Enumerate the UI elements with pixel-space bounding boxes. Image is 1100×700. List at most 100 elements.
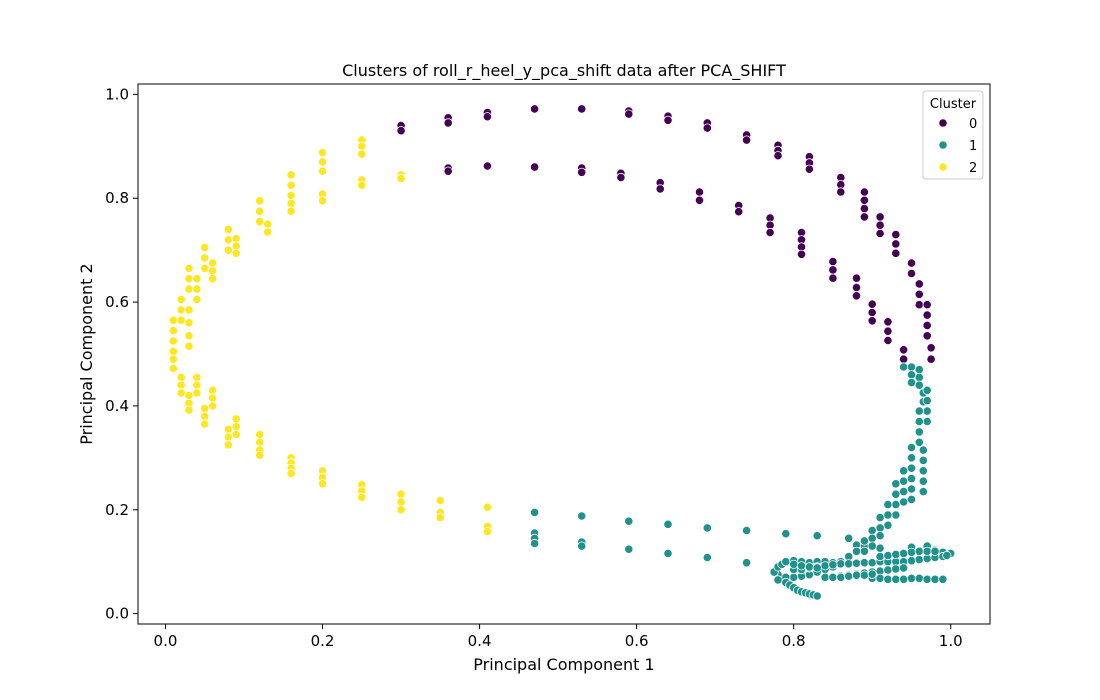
data-point-cluster-0 — [443, 118, 453, 128]
x-tick-label: 0.8 — [782, 632, 806, 650]
data-point-cluster-1 — [851, 558, 862, 568]
data-point-cluster-1 — [906, 484, 917, 494]
data-point-cluster-1 — [914, 427, 924, 437]
data-point-cluster-1 — [930, 574, 940, 584]
data-point-cluster-2 — [255, 429, 265, 440]
data-point-cluster-0 — [655, 184, 665, 194]
y-tick-label: 0.8 — [105, 189, 129, 207]
data-point-cluster-2 — [184, 405, 194, 415]
data-point-cluster-0 — [828, 273, 838, 283]
data-point-cluster-2 — [184, 331, 194, 341]
data-point-cluster-2 — [223, 440, 233, 450]
data-point-cluster-1 — [781, 529, 791, 539]
data-point-cluster-1 — [906, 494, 917, 504]
data-point-cluster-1 — [529, 538, 540, 549]
data-point-cluster-1 — [875, 551, 885, 562]
data-point-cluster-1 — [914, 437, 924, 447]
data-point-cluster-0 — [859, 195, 870, 205]
data-point-cluster-2 — [184, 263, 194, 273]
y-tick-label: 0.0 — [105, 605, 129, 623]
data-point-cluster-1 — [859, 570, 870, 580]
data-point-cluster-0 — [577, 167, 587, 177]
data-point-cluster-0 — [741, 135, 752, 145]
data-point-cluster-0 — [898, 345, 909, 355]
data-point-cluster-2 — [192, 388, 202, 398]
data-point-cluster-2 — [223, 245, 233, 255]
data-point-cluster-1 — [914, 416, 924, 427]
y-axis-label: Principal Component 2 — [77, 263, 96, 444]
data-point-cluster-1 — [914, 554, 924, 565]
data-point-cluster-1 — [859, 546, 870, 556]
data-point-cluster-1 — [891, 479, 901, 489]
data-point-cluster-1 — [867, 558, 877, 568]
data-point-cluster-1 — [918, 486, 928, 497]
data-point-cluster-1 — [859, 558, 870, 568]
data-point-cluster-2 — [200, 263, 210, 273]
data-point-cluster-1 — [942, 550, 952, 561]
data-point-cluster-2 — [255, 437, 265, 447]
data-point-cluster-1 — [577, 511, 587, 521]
data-point-cluster-2 — [255, 217, 265, 227]
data-point-cluster-2 — [192, 372, 202, 382]
data-point-cluster-1 — [914, 372, 924, 382]
y-tick-label: 0.6 — [105, 293, 129, 311]
data-point-cluster-1 — [883, 499, 893, 510]
data-point-cluster-1 — [906, 377, 917, 388]
data-point-cluster-1 — [922, 546, 932, 556]
data-point-cluster-1 — [859, 536, 870, 546]
data-point-cluster-2 — [317, 166, 328, 176]
x-tick-label: 1.0 — [939, 632, 963, 650]
data-point-cluster-1 — [875, 543, 885, 553]
data-point-cluster-2 — [357, 141, 367, 151]
data-point-cluster-0 — [804, 164, 815, 174]
data-point-cluster-2 — [176, 315, 186, 325]
data-point-cluster-2 — [286, 198, 296, 208]
data-point-cluster-2 — [200, 253, 210, 263]
data-point-cluster-2 — [482, 502, 492, 512]
x-tick-label: 0.4 — [468, 632, 492, 650]
data-point-cluster-0 — [926, 343, 936, 353]
data-point-cluster-0 — [734, 207, 744, 217]
data-point-cluster-2 — [208, 266, 218, 276]
data-point-cluster-1 — [836, 559, 846, 569]
data-point-cluster-1 — [891, 564, 901, 574]
legend-label-1: 1 — [969, 139, 977, 154]
data-point-cluster-0 — [694, 187, 705, 197]
data-point-cluster-1 — [883, 574, 893, 584]
data-point-cluster-1 — [891, 510, 901, 520]
data-point-cluster-1 — [914, 364, 924, 375]
data-point-cluster-1 — [914, 573, 924, 583]
data-point-cluster-1 — [804, 562, 815, 572]
data-point-cluster-2 — [255, 206, 265, 216]
data-point-cluster-0 — [529, 104, 540, 114]
data-point-cluster-1 — [820, 572, 830, 582]
data-point-cluster-1 — [918, 466, 928, 476]
data-point-cluster-2 — [208, 393, 218, 403]
data-point-cluster-1 — [898, 476, 909, 486]
data-point-cluster-2 — [286, 468, 296, 478]
data-point-cluster-2 — [200, 411, 210, 421]
data-point-cluster-2 — [357, 492, 367, 502]
data-point-cluster-2 — [192, 294, 202, 305]
data-point-cluster-2 — [192, 274, 202, 284]
y-tick-label: 1.0 — [105, 85, 129, 103]
data-point-cluster-2 — [168, 346, 178, 356]
data-point-cluster-2 — [208, 274, 218, 284]
data-point-cluster-1 — [891, 499, 901, 510]
data-point-cluster-0 — [922, 331, 932, 341]
data-point-cluster-1 — [812, 591, 822, 601]
data-point-cluster-0 — [529, 162, 540, 172]
data-point-cluster-1 — [577, 541, 587, 551]
data-point-cluster-2 — [184, 390, 194, 401]
data-point-cluster-1 — [773, 575, 783, 585]
data-point-cluster-0 — [914, 300, 924, 310]
data-point-cluster-0 — [883, 317, 893, 327]
data-point-cluster-2 — [176, 294, 186, 305]
data-point-cluster-2 — [223, 235, 233, 245]
data-point-cluster-1 — [906, 442, 917, 453]
data-point-cluster-1 — [867, 541, 877, 551]
legend-marker-2 — [938, 162, 948, 172]
data-point-cluster-2 — [231, 422, 241, 432]
data-point-cluster-1 — [789, 572, 799, 582]
